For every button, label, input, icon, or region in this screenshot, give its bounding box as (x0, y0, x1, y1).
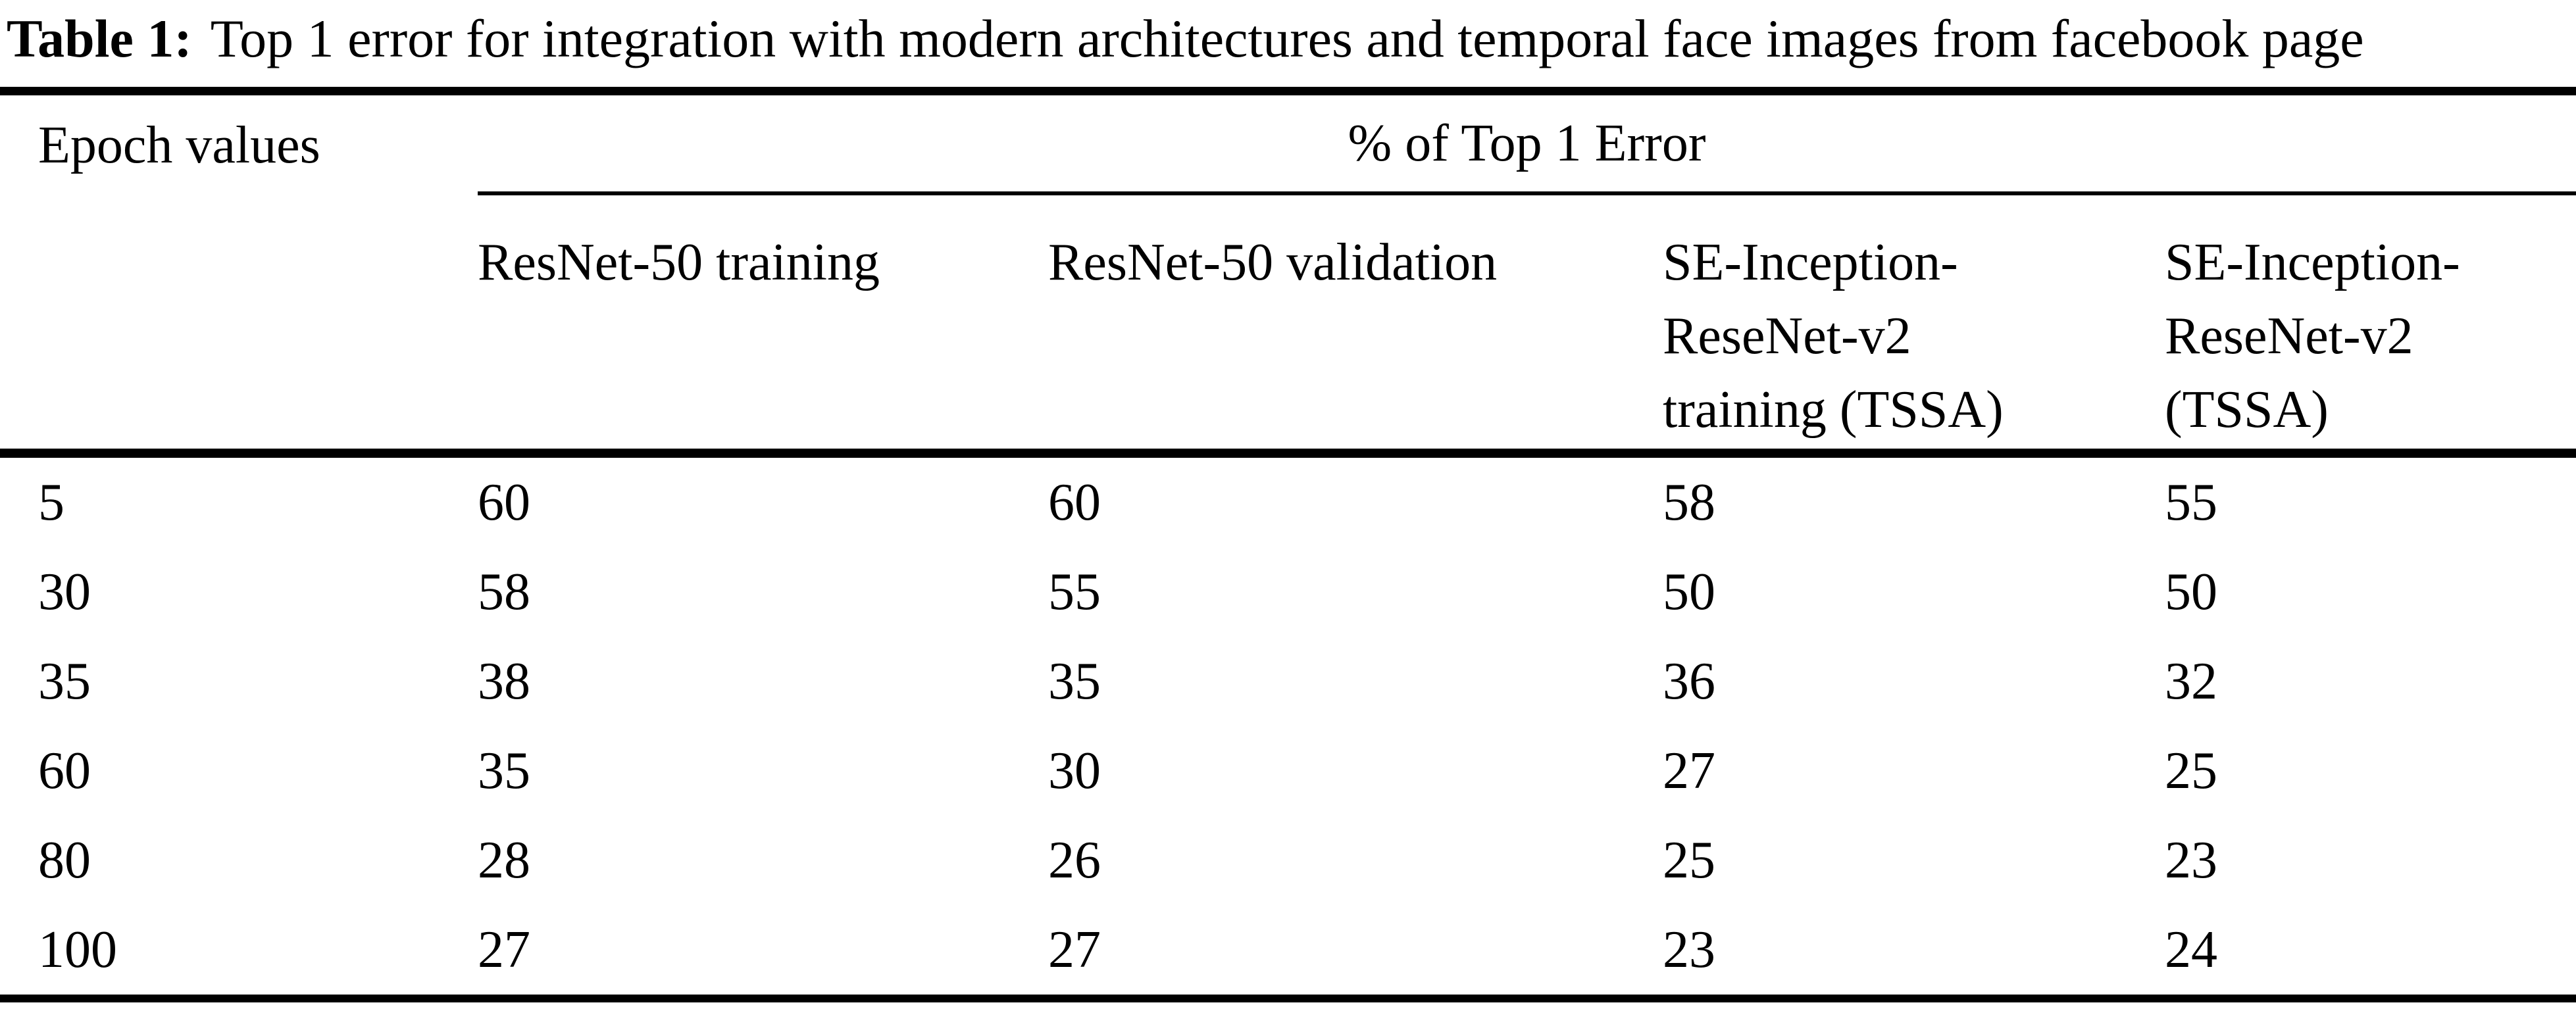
table-header-row-2: ResNet-50 training ResNet-50 validation … (0, 195, 2576, 449)
table-header-body-rule (0, 449, 2576, 458)
value-cell: 36 (1663, 652, 1715, 710)
value-cell: 25 (2165, 741, 2217, 800)
value-cell: 58 (478, 562, 530, 621)
table-caption-text: Top 1 error for integration with modern … (210, 9, 2364, 68)
value-cell: 35 (1048, 652, 1101, 710)
epoch-value-cell: 5 (38, 473, 64, 531)
value-cell: 58 (1663, 473, 1715, 531)
value-cell: 55 (1048, 562, 1101, 621)
epoch-value-cell: 35 (38, 652, 91, 710)
table-bottom-rule (0, 995, 2576, 1002)
value-cell: 50 (2165, 562, 2217, 621)
span-header-top1-error: % of Top 1 Error (478, 95, 2576, 195)
value-cell: 38 (478, 652, 530, 710)
epoch-value-cell: 80 (38, 831, 91, 889)
value-cell: 24 (2165, 920, 2217, 979)
table-row: 35 38 35 36 32 (0, 637, 2576, 726)
value-cell: 27 (1048, 920, 1101, 979)
value-cell: 60 (478, 473, 530, 531)
value-cell: 27 (1663, 741, 1715, 800)
value-cell: 32 (2165, 652, 2217, 710)
value-cell: 50 (1663, 562, 1715, 621)
table-row: 100 27 27 23 24 (0, 905, 2576, 995)
table-row: 80 28 26 25 23 (0, 816, 2576, 905)
epoch-value-cell: 60 (38, 741, 91, 800)
column-header-se-inception-tssa: SE-Inception- ReseNet-v2 (TSSA) (2165, 234, 2460, 439)
value-cell: 35 (478, 741, 530, 800)
epoch-value-cell: 30 (38, 562, 91, 621)
value-cell: 30 (1048, 741, 1101, 800)
value-cell: 26 (1048, 831, 1101, 889)
value-cell: 27 (478, 920, 530, 979)
value-cell: 25 (1663, 831, 1715, 889)
column-header-epoch-values: Epoch values (38, 116, 320, 174)
value-cell: 55 (2165, 473, 2217, 531)
empty-header-cell (0, 195, 478, 449)
table-row: 5 60 60 58 55 (0, 458, 2576, 547)
value-cell: 23 (1663, 920, 1715, 979)
table-caption-label: Table 1: (7, 9, 192, 68)
span-header-top1-error-label: % of Top 1 Error (1348, 114, 1706, 172)
value-cell: 23 (2165, 831, 2217, 889)
value-cell: 60 (1048, 473, 1101, 531)
table-row: 60 35 30 27 25 (0, 726, 2576, 816)
column-header-resnet50-training: ResNet-50 training (478, 234, 880, 291)
table-header-row-1: Epoch values % of Top 1 Error (0, 95, 2576, 195)
value-cell: 28 (478, 831, 530, 889)
table-top-rule (0, 87, 2576, 95)
table-row: 30 58 55 50 50 (0, 547, 2576, 637)
column-header-resnet50-validation: ResNet-50 validation (1048, 234, 1498, 291)
epoch-value-cell: 100 (38, 920, 117, 979)
table-caption: Table 1: Top 1 error for integration with… (0, 0, 2576, 87)
column-header-se-inception-training-tssa: SE-Inception- ReseNet-v2 training (TSSA) (1663, 234, 2004, 439)
